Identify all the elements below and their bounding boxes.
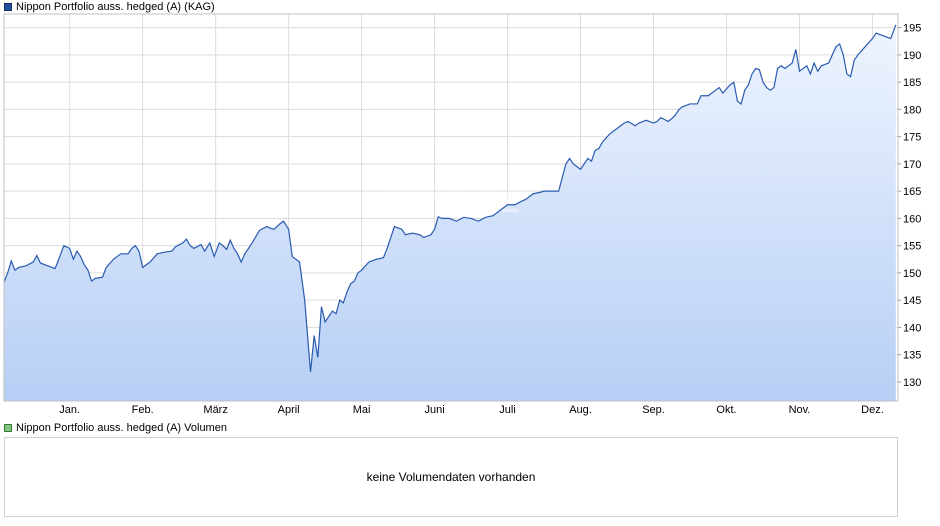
x-tick-label-10: Okt. [716,404,736,416]
x-tick-label-12: Dez. [861,404,884,416]
volume-legend: Nippon Portfolio auss. hedged (A) Volume… [4,421,227,435]
x-axis-tick-labels: Jan. Feb. März April Mai Juni Juli Aug. Sep. Okt.… [59,404,883,416]
y-tick-label-130: 130 [903,377,921,389]
y-tick-label-175: 175 [903,132,921,144]
y-tick-label-150: 150 [903,268,921,280]
y-axis-tick-labels: 130 135 140 145 150 155 160 165 170 175 180 185 190 1… [898,23,921,389]
y-tick-label-160: 160 [903,213,921,225]
y-tick-label-135: 135 [903,350,921,362]
x-tick-label-3: März [203,404,227,416]
price-legend-label: Nippon Portfolio auss. hedged (A) (KAG) [16,1,215,13]
x-tick-label-9: Sep. [642,404,665,416]
y-tick-label-165: 165 [903,186,921,198]
volume-empty-message: keine Volumendaten vorhanden [366,470,536,484]
x-tick-label-11: Nov. [789,404,811,416]
price-area-fill [4,24,896,402]
volume-series-swatch [4,424,12,432]
price-series-line [3,24,897,373]
x-tick-label-1: Jan. [59,404,80,416]
x-tick-label-8: Aug. [569,404,592,416]
volume-panel: keine Volumendaten vorhanden [4,437,898,517]
x-tick-label-5: Mai [353,404,371,416]
x-tick-label-6: Juni [424,404,444,416]
watermark-logo: ARIVA.DE [378,186,521,219]
price-chart: ARIVA.DE 1301351401451501551601651701751… [3,13,921,416]
x-tick-label-7: Juli [499,404,516,416]
y-tick-label-140: 140 [903,322,921,334]
y-tick-label-185: 185 [903,77,921,89]
price-legend: Nippon Portfolio auss. hedged (A) (KAG) [4,0,215,14]
y-tick-label-180: 180 [903,104,921,116]
y-tick-label-190: 190 [903,50,921,62]
price-series-swatch [4,3,12,11]
x-tick-label-2: Feb. [132,404,154,416]
volume-legend-label: Nippon Portfolio auss. hedged (A) Volume… [16,422,227,434]
y-tick-label-170: 170 [903,159,921,171]
x-tick-label-4: April [278,404,300,416]
y-tick-label-195: 195 [903,23,921,35]
y-tick-label-145: 145 [903,295,921,307]
plot-frame [3,13,899,402]
y-tick-label-155: 155 [903,241,921,253]
